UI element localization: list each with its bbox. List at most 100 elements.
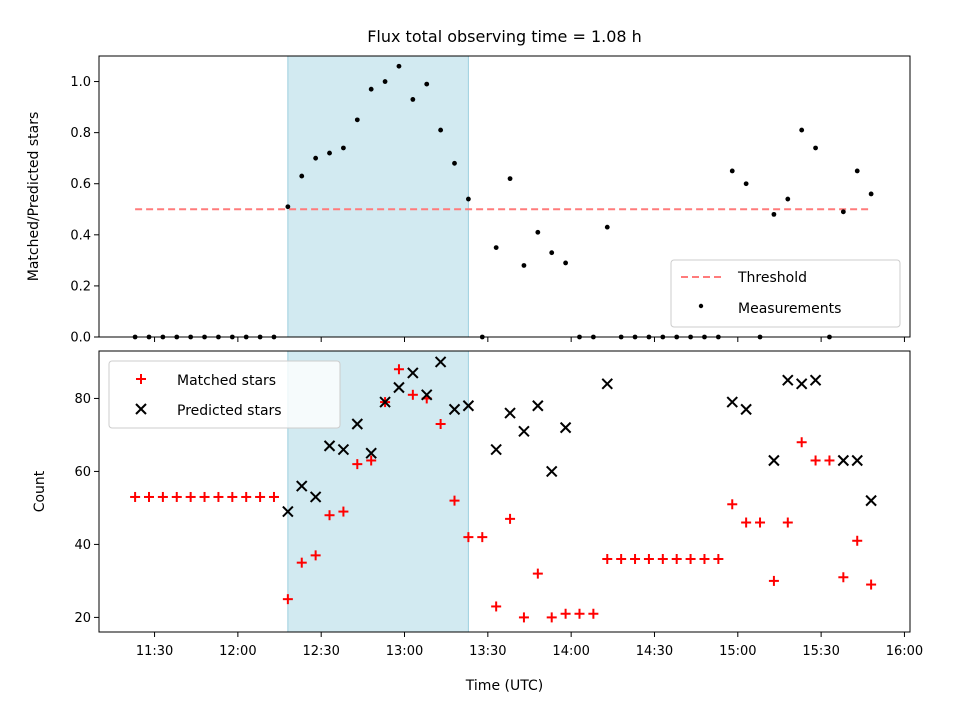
y-tick-label: 0.6 [70,177,91,192]
y-tick-label: 0.8 [70,126,91,141]
measurement-point [327,150,332,156]
matched-star-point [491,601,502,612]
matched-star-point [782,517,793,528]
matched-star-point [616,554,627,565]
predicted-star-point [407,367,419,379]
matched-star-point [449,495,460,506]
y-tick-label: 20 [74,611,91,626]
measurement-point [285,204,291,210]
predicted-star-point [601,378,613,390]
x-tick-label: 14:30 [636,644,673,659]
predicted-star-point [726,396,738,408]
x-tick-label: 12:00 [219,644,256,659]
measurement-point [396,63,402,69]
matched-star-point [657,554,668,565]
matched-star-point [588,608,599,619]
y-tick-label: 1.0 [70,75,91,90]
bottom-y-ticks: 20 40 60 80 [74,392,99,626]
matched-star-point [796,437,807,448]
measurement-point [854,168,860,174]
x-axis-label: Time (UTC) [465,678,543,694]
measurement-point [410,97,416,102]
matched-star-point [810,455,821,466]
matched-star-point [268,491,279,502]
legend-predicted-label: Predicted stars [177,403,282,419]
matched-star-point [532,568,543,579]
predicted-star-point [421,389,433,401]
matched-star-point [324,510,335,521]
matched-star-point [338,506,349,517]
matched-star-point [741,517,752,528]
matched-star-point [727,499,738,510]
matched-star-point [838,572,849,583]
x-tick-label: 16:00 [886,644,923,659]
matched-star-point [546,612,557,623]
matched-star-point [518,612,529,623]
measurement-point [813,145,818,151]
matched-star-point [824,455,835,466]
legend-x-marker [135,403,147,415]
matched-star-point [852,535,863,546]
legend-matched-label: Matched stars [177,373,276,389]
measurement-point [799,127,805,133]
measurement-point [535,229,541,235]
x-tick-label: 13:30 [469,644,506,659]
y-tick-label: 0.2 [70,279,91,294]
matched-star-point [310,550,321,561]
legend-predicted-swatch [135,403,147,415]
x-tick-label: 15:30 [802,644,839,659]
y-tick-label: 40 [74,538,91,553]
measurement-point [868,191,874,197]
predicted-star-point [809,374,822,386]
measurement-point [521,263,527,268]
matched-star-point [699,554,710,565]
predicted-star-point [365,447,377,459]
predicted-star-point [337,443,350,456]
y-tick-label: 0.4 [70,228,91,243]
matched-star-point [143,491,154,502]
x-tick-label: 11:30 [136,644,173,659]
top-legend: Threshold Measurements [670,259,901,328]
measurement-point [563,260,569,266]
matched-star-point [296,557,307,568]
measurement-point [382,79,388,84]
predicted-star-point [559,421,572,434]
predicted-star-point [309,491,322,503]
matched-star-point [393,364,404,375]
matched-star-point [755,517,766,528]
measurement-point [840,209,846,215]
predicted-star-point [448,403,461,416]
x-tick-label: 15:00 [719,644,756,659]
y-tick-label: 0.0 [70,331,91,346]
measurement-point [729,168,735,174]
bottom-y-axis-label: Count [32,470,48,512]
matched-star-point [227,491,238,502]
matched-star-point [574,608,585,619]
measurement-point [785,196,791,202]
matched-star-point [171,491,182,502]
predicted-star-point [518,425,530,437]
predicted-star-point [795,378,808,390]
matched-star-point [199,491,210,502]
predicted-star-point [851,454,863,467]
matched-star-point [477,532,488,543]
matched-star-point [130,491,141,502]
predicted-star-point [546,465,558,478]
measurement-point [341,145,346,151]
matched-star-point [866,579,877,590]
measurement-point [604,224,610,230]
matched-star-point [713,554,724,565]
predicted-star-point [837,454,850,467]
top-plot-frame [98,55,911,338]
predicted-star-point [379,396,391,408]
bottom-legend-box [108,360,341,429]
predicted-star-point [865,494,877,507]
matched-star-point [643,554,654,565]
top-y-axis-label: Matched/Predicted stars [26,112,42,282]
matched-star-point [157,491,168,502]
matched-star-point [685,554,696,565]
matched-star-point [463,532,474,543]
measurement-point [465,196,471,202]
legend-measurements-swatch [698,303,704,309]
